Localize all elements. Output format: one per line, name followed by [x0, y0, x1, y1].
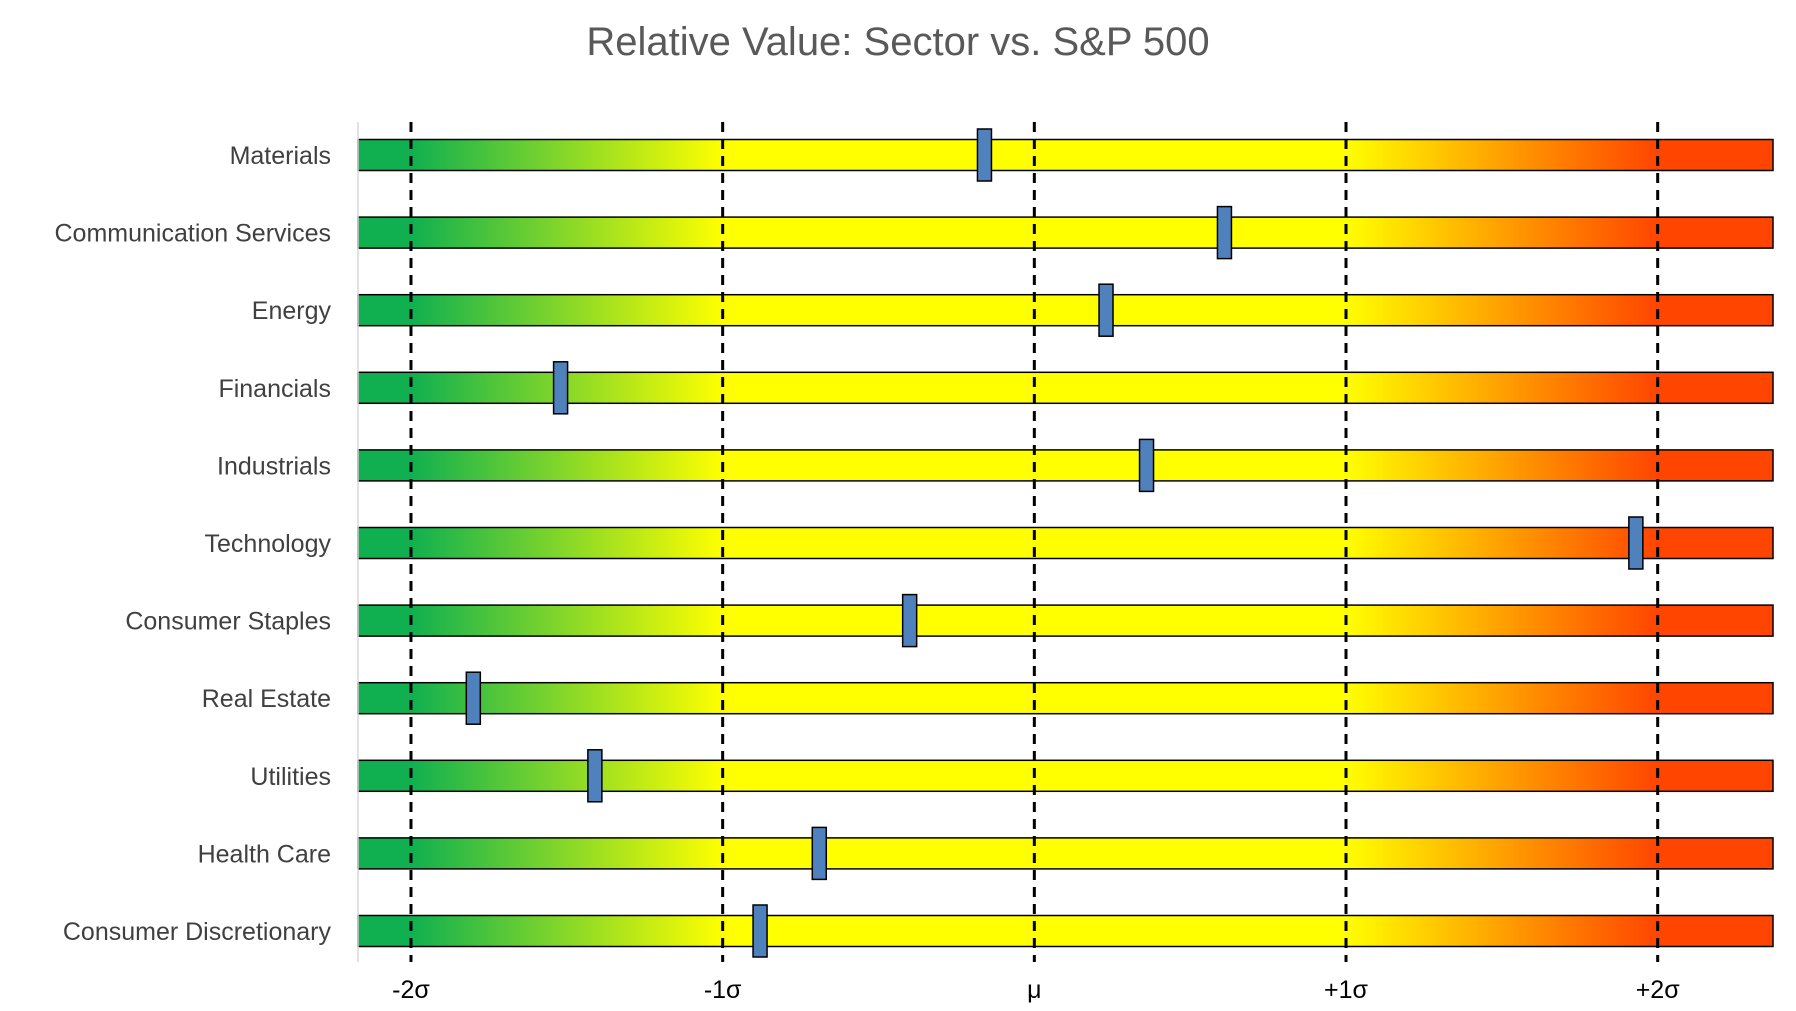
tick-label: +2σ	[1636, 976, 1681, 1004]
sector-bar	[357, 914, 1774, 948]
sector-bar	[357, 449, 1774, 482]
category-label: Consumer Discretionary	[63, 918, 332, 946]
category-label: Communication Services	[55, 220, 332, 248]
sector-bar	[357, 371, 1774, 405]
value-marker	[1098, 283, 1114, 337]
category-label: Health Care	[198, 840, 331, 868]
category-label: Consumer Staples	[125, 608, 331, 636]
value-marker	[752, 904, 768, 958]
value-marker	[811, 826, 828, 881]
category-label: Utilities	[250, 763, 331, 791]
category-label: Real Estate	[202, 685, 331, 713]
sector-bar	[357, 681, 1774, 715]
value-marker	[1216, 205, 1233, 260]
value-marker	[976, 128, 993, 182]
value-marker	[901, 593, 918, 648]
sector-bar	[357, 604, 1774, 637]
category-label: Technology	[205, 530, 332, 558]
sector-bar	[357, 526, 1774, 560]
category-label: Energy	[252, 297, 332, 325]
tick-label: +1σ	[1324, 976, 1369, 1004]
sector-bar	[357, 293, 1774, 327]
sector-bar	[357, 138, 1774, 172]
tick-label: -1σ	[704, 976, 742, 1004]
category-label: Industrials	[217, 452, 331, 480]
chart-title: Relative Value: Sector vs. S&P 500	[586, 20, 1210, 64]
value-marker	[1628, 516, 1644, 570]
sector-bar	[357, 216, 1774, 249]
value-marker	[1138, 438, 1155, 493]
value-marker	[465, 671, 482, 725]
tick-label: -2σ	[392, 976, 430, 1004]
category-label: Financials	[218, 375, 331, 403]
sector-bar	[357, 837, 1774, 870]
value-marker	[552, 361, 569, 415]
tick-label: μ	[1027, 976, 1041, 1004]
category-label: Materials	[230, 142, 331, 170]
sector-bar	[357, 759, 1774, 793]
value-marker	[587, 749, 603, 803]
